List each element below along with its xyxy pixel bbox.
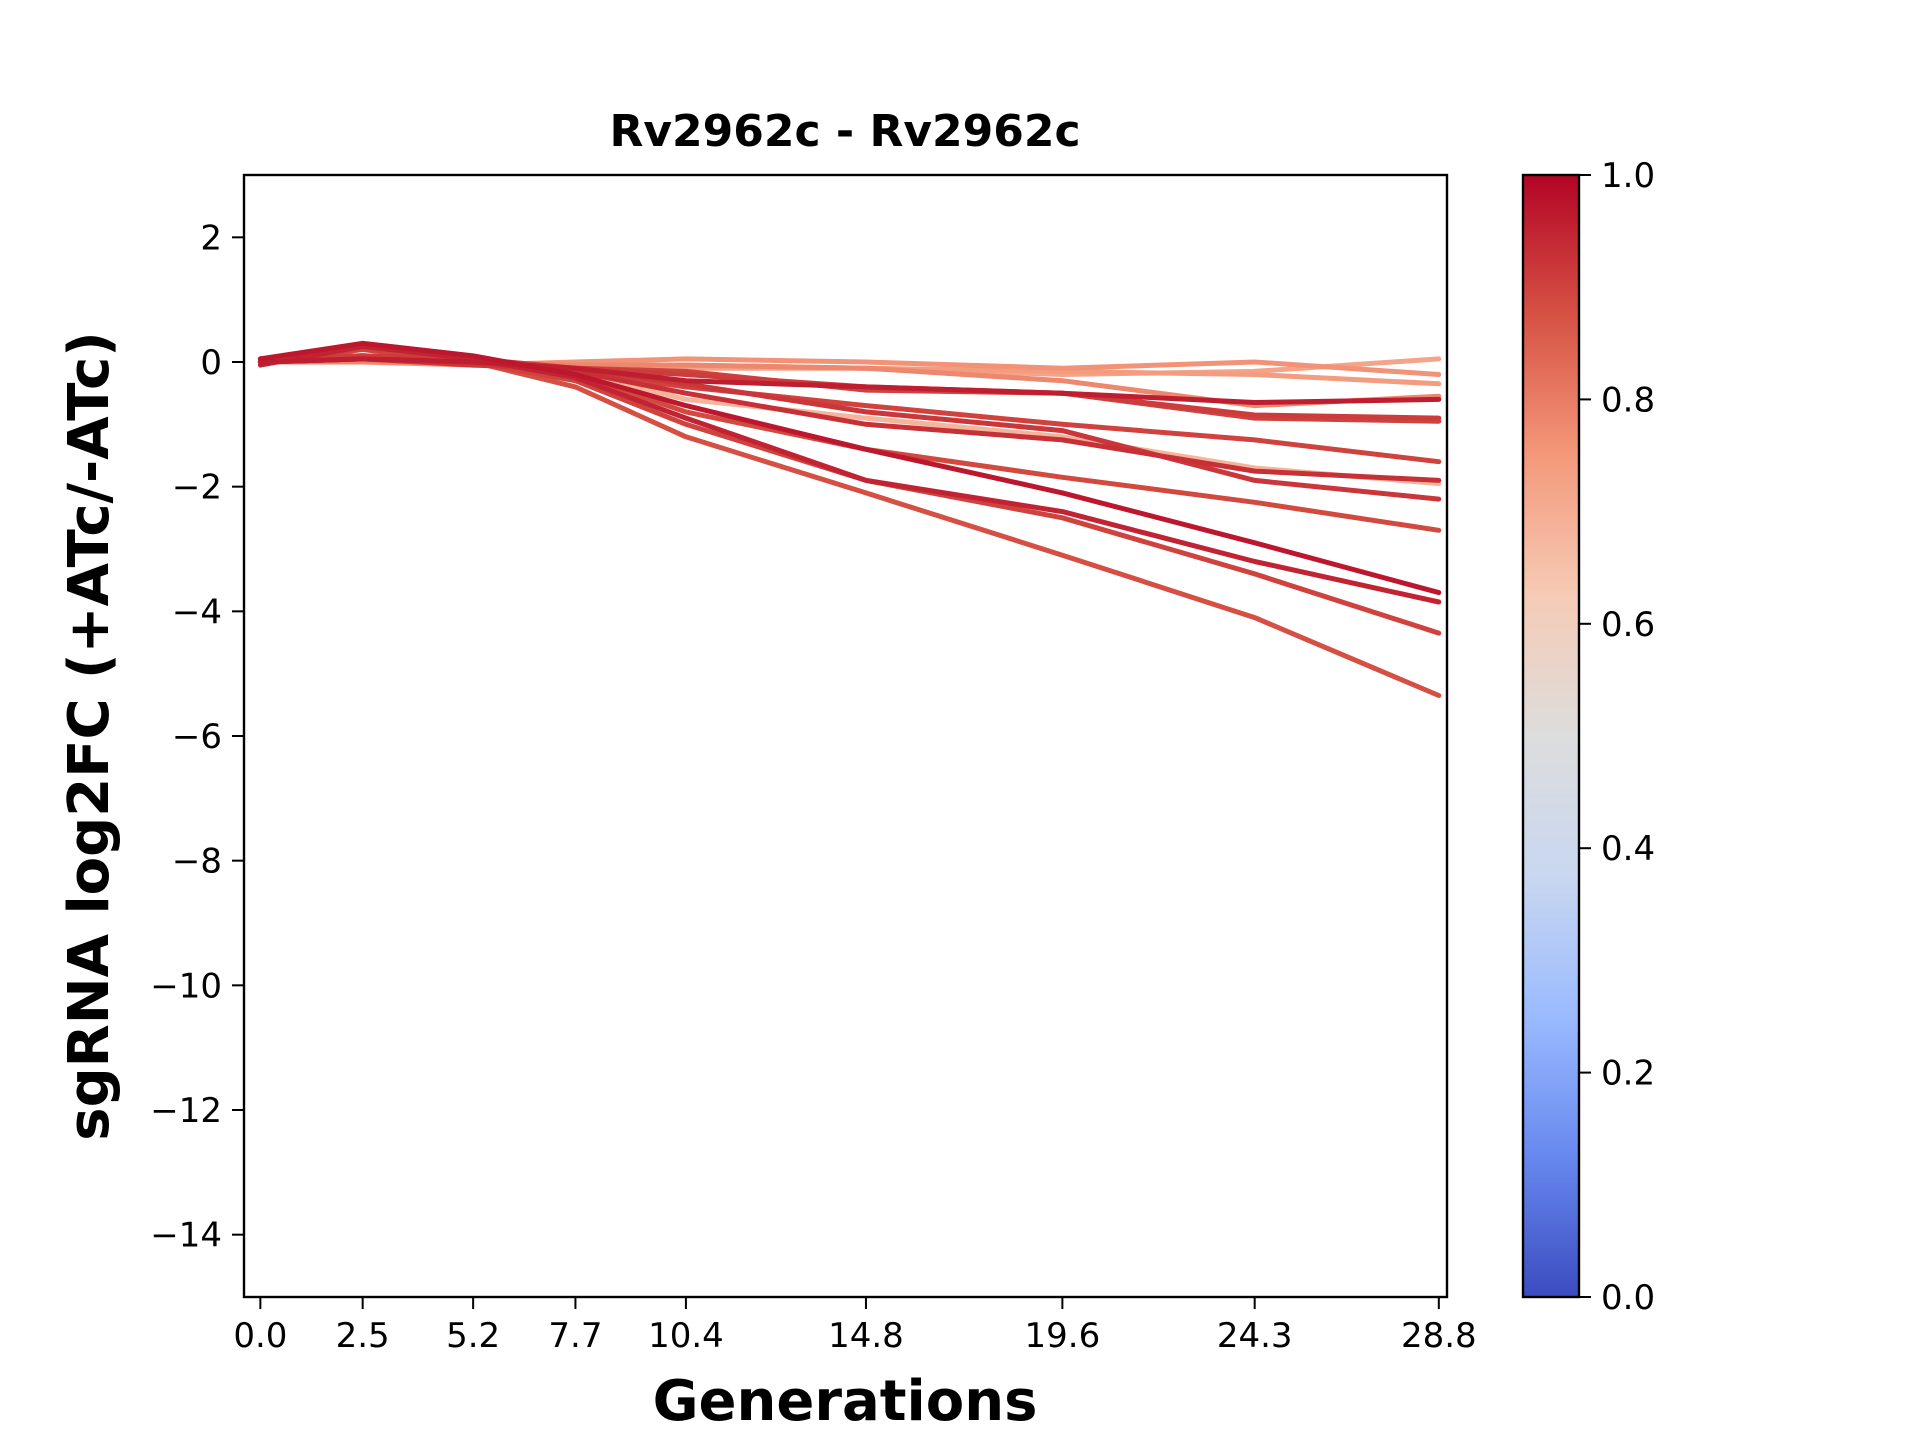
x-tick-label: 0.0	[233, 1316, 287, 1356]
y-tick-label: 0	[200, 343, 222, 383]
y-tick-label: −8	[172, 842, 222, 882]
series-line	[257, 356, 1442, 405]
colorbar-ticks: 0.0 0.2 0.4 0.6 0.8 1.0	[1579, 156, 1655, 1318]
y-axis-label: sgRNA log2FC (+ATc/-ATc)	[57, 331, 122, 1141]
y-tick-label: −6	[172, 717, 222, 757]
series-line	[257, 340, 1442, 596]
colorbar-tick-label: 0.6	[1601, 605, 1655, 645]
y-tick-label: −2	[172, 468, 222, 508]
x-axis-ticks: 0.0 2.5 5.2 7.7 10.4 14.8 19.6 24.3 28.8	[233, 1297, 1477, 1356]
x-tick-label: 7.7	[548, 1316, 602, 1356]
x-tick-label: 10.4	[648, 1316, 724, 1356]
series-lines	[257, 340, 1442, 698]
x-tick-label: 14.8	[828, 1316, 904, 1356]
y-tick-label: −10	[150, 966, 222, 1006]
colorbar-tick-label: 0.0	[1601, 1278, 1655, 1318]
series-line	[257, 353, 1442, 421]
x-axis-label: Generations	[653, 1369, 1038, 1434]
y-tick-label: −12	[150, 1091, 222, 1131]
chart-title: Rv2962c - Rv2962c	[609, 106, 1080, 157]
colorbar	[1521, 173, 1581, 1299]
x-tick-label: 19.6	[1025, 1316, 1101, 1356]
colorbar-tick-label: 0.4	[1601, 829, 1655, 869]
colorbar-tick-label: 1.0	[1601, 156, 1655, 196]
x-tick-label: 5.2	[446, 1316, 500, 1356]
series-line	[257, 356, 1442, 502]
y-axis-ticks: 2 0 −2 −4 −6 −8 −10 −12 −14	[150, 218, 244, 1256]
plot-area-frame	[242, 173, 1449, 1299]
y-tick-label: 2	[200, 218, 222, 258]
colorbar-tick-label: 0.2	[1601, 1054, 1655, 1094]
y-tick-label: −4	[172, 592, 222, 632]
y-tick-label: −14	[150, 1216, 222, 1256]
x-tick-label: 28.8	[1401, 1316, 1477, 1356]
x-tick-label: 24.3	[1217, 1316, 1293, 1356]
colorbar-tick-label: 0.8	[1601, 380, 1655, 420]
series-line	[257, 343, 1442, 605]
series-line	[257, 347, 1442, 636]
x-tick-label: 2.5	[336, 1316, 390, 1356]
